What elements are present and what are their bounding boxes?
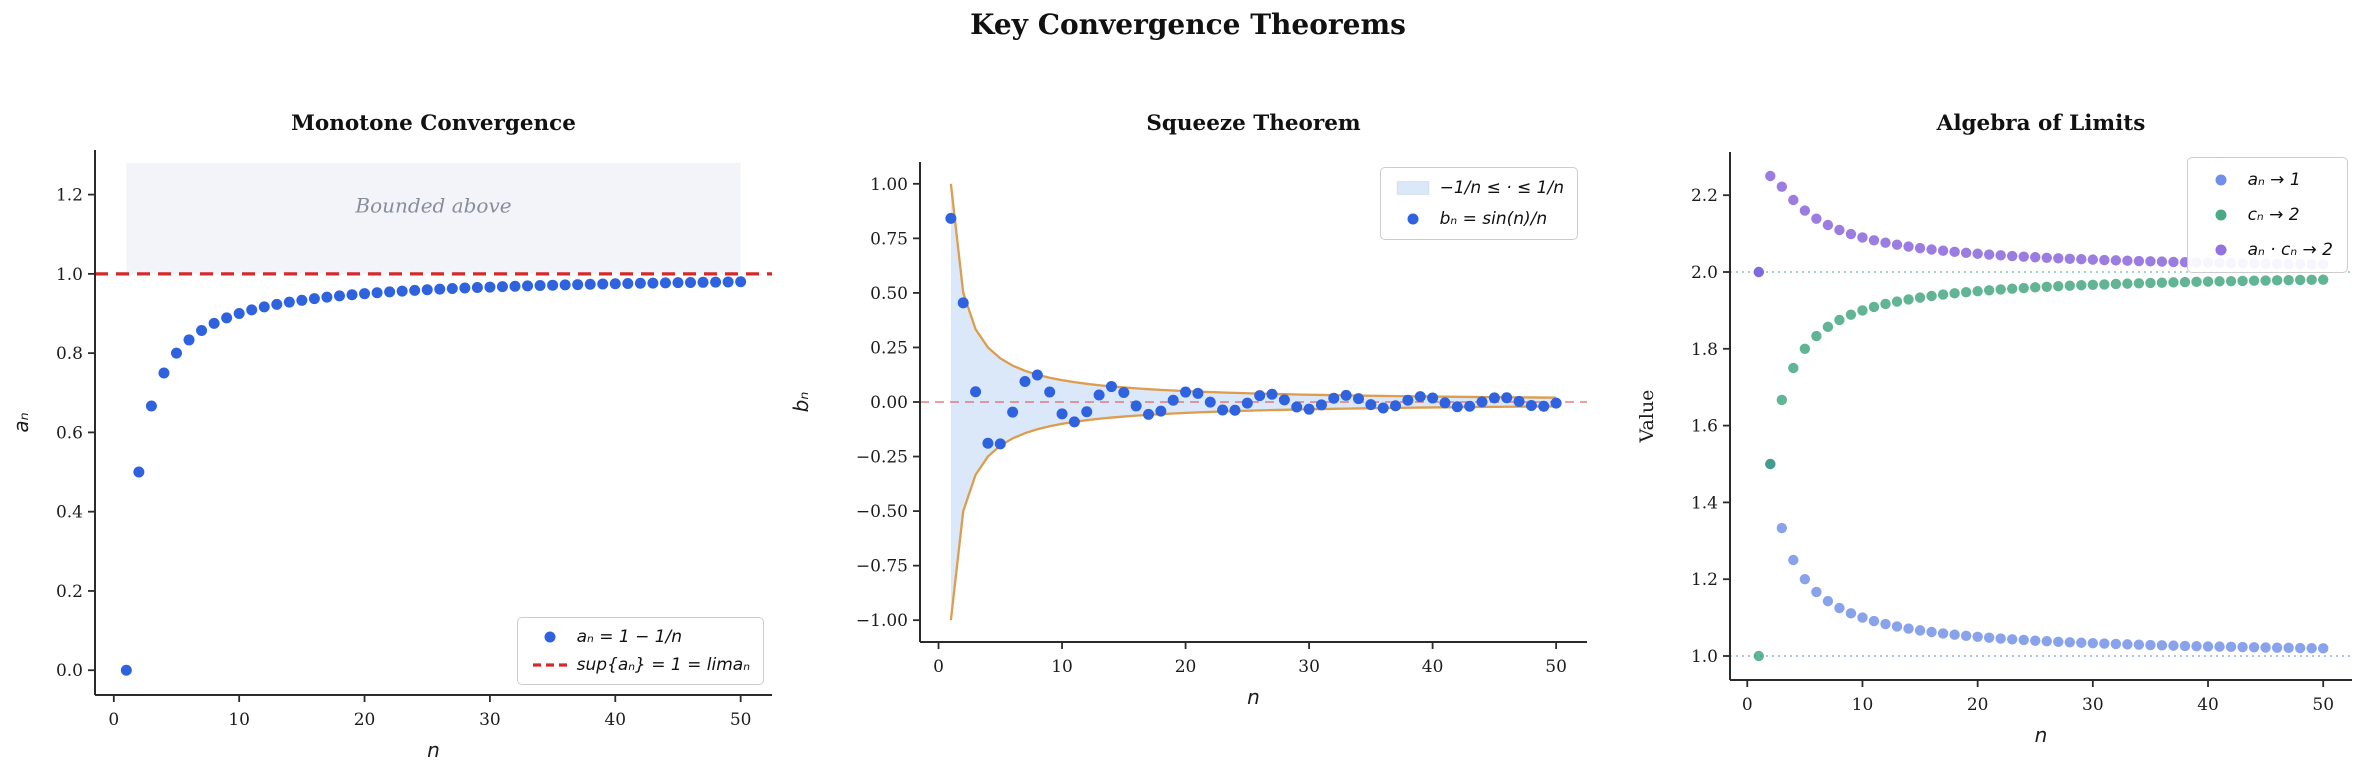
legend-item: cₙ → 2 [2202,205,2333,225]
legend-item: sup{aₙ} = 1 = limaₙ [531,655,750,675]
svg-text:0: 0 [108,710,119,730]
legend-patch-swatch [1394,179,1432,197]
subplot-algebra-of-limits: 0 10 20 30 40 50 1.0 1.2 1.4 1.6 1.8 2.0 2.2 n Value A… [1588,85,2376,775]
legend-item-label: sup{aₙ} = 1 = limaₙ [576,655,750,675]
svg-text:10: 10 [1852,695,1874,715]
scatter-series-c-n-2 [1753,274,2329,662]
svg-text:20: 20 [1175,657,1197,677]
svg-text:1.0: 1.0 [56,265,83,285]
figure-title: Key Convergence Theorems [970,8,1406,41]
svg-text:10: 10 [1051,657,1073,677]
svg-text:50: 50 [730,710,752,730]
x-tick-labels: 0 10 20 30 40 50 [933,642,1567,677]
y-tick-labels: 1.00 0.75 0.50 0.25 0.00 −0.25 −0.50 −0.75 −1.00 [856,175,920,631]
svg-text:0.25: 0.25 [870,338,908,358]
svg-text:0.0: 0.0 [56,661,83,681]
svg-text:30: 30 [1298,657,1320,677]
legend-dot-swatch [2202,241,2240,259]
legend-item: −1/n ≤ · ≤ 1/n [1394,178,1564,198]
lower-envelope-curve [949,405,1557,621]
svg-text:1.0: 1.0 [1691,647,1718,667]
legend-item: aₙ = 1 − 1/n [531,627,750,647]
legend-squeeze: −1/n ≤ · ≤ 1/n bₙ = sin(n)/n [1379,167,1578,240]
svg-text:20: 20 [1967,695,1989,715]
svg-text:0.6: 0.6 [56,423,83,443]
subplot-squeeze-theorem: 0 10 20 30 40 50 1.00 0.75 0.50 0.25 0.00 −0.25 −0.5… [790,85,1588,775]
svg-text:1.2: 1.2 [1691,570,1718,590]
svg-text:20: 20 [354,710,376,730]
subplot-title-monotone: Monotone Convergence [291,111,576,136]
x-axis-label: n [427,738,440,762]
legend-item: bₙ = sin(n)/n [1394,209,1564,229]
x-tick-labels: 0 10 20 30 40 50 [108,695,751,730]
svg-text:−0.75: −0.75 [856,557,908,577]
svg-text:1.6: 1.6 [1691,417,1718,437]
svg-text:2.0: 2.0 [1691,263,1718,283]
legend-item: aₙ → 1 [2202,170,2333,190]
svg-text:0.00: 0.00 [870,393,908,413]
x-axis-label: n [1247,685,1260,709]
svg-text:−0.50: −0.50 [856,502,908,522]
legend-monotone: aₙ = 1 − 1/n sup{aₙ} = 1 = limaₙ [516,617,764,685]
legend-item-label: aₙ · cₙ → 2 [2247,240,2333,260]
svg-text:0.75: 0.75 [870,229,908,249]
y-tick-labels: 0.0 0.2 0.4 0.6 0.8 1.0 1.2 [56,186,95,681]
subplot-monotone-convergence: 0 10 20 30 40 50 0.0 0.2 0.4 0.6 0.8 1.0 1.2 Bounded … [0,85,790,775]
svg-text:0.50: 0.50 [870,284,908,304]
scatter-series-b-n-sin-n-n [945,212,1562,450]
svg-text:0: 0 [933,657,944,677]
legend-item-label: bₙ = sin(n)/n [1439,209,1548,229]
svg-text:0.4: 0.4 [56,503,83,523]
y-axis-label: bₙ [790,392,813,413]
legend-item-label: −1/n ≤ · ≤ 1/n [1439,178,1564,198]
svg-text:1.4: 1.4 [1691,493,1718,513]
legend-dot-swatch [2202,206,2240,224]
upper-envelope-curve [949,183,1557,399]
subplot-title-algebra: Algebra of Limits [1936,111,2146,136]
legend-item-label: cₙ → 2 [2247,205,2300,225]
svg-text:−0.25: −0.25 [856,448,908,468]
bounded-above-annotation: Bounded above [354,193,511,217]
svg-text:50: 50 [1545,657,1567,677]
svg-text:40: 40 [1422,657,1444,677]
svg-text:0.8: 0.8 [56,344,83,364]
svg-text:1.2: 1.2 [56,186,83,206]
scatter-series-a-n-1-1-n [120,276,747,676]
svg-text:40: 40 [604,710,626,730]
algebra-of-limits-plot-canvas: 0 10 20 30 40 50 1.0 1.2 1.4 1.6 1.8 2.0 2.2 n Value [1636,152,2352,747]
x-tick-labels: 0 10 20 30 40 50 [1742,680,2334,715]
svg-text:1.8: 1.8 [1691,340,1718,360]
subplot-title-squeeze: Squeeze Theorem [1146,111,1361,136]
svg-text:−1.00: −1.00 [856,611,908,631]
legend-item-label: aₙ → 1 [2247,170,2301,190]
svg-text:2.2: 2.2 [1691,186,1718,206]
legend-item-label: aₙ = 1 − 1/n [576,627,683,647]
svg-text:0.2: 0.2 [56,582,83,602]
legend-dashes-swatch [531,656,569,674]
y-axis-label: aₙ [9,412,33,432]
bounded-region [126,162,741,274]
legend-dot-swatch [2202,171,2240,189]
svg-text:0: 0 [1742,695,1753,715]
y-axis-label: Value [1636,390,1658,444]
legend-dot-swatch [1394,210,1432,228]
squeeze-theorem-plot-canvas: 0 10 20 30 40 50 1.00 0.75 0.50 0.25 0.00 −0.25 −0.5… [790,162,1587,709]
monotone-convergence-plot-canvas: 0 10 20 30 40 50 0.0 0.2 0.4 0.6 0.8 1.0 1.2 Bounded … [9,150,772,762]
svg-text:40: 40 [2197,695,2219,715]
svg-text:1.00: 1.00 [870,175,908,195]
x-axis-label: n [2035,723,2048,747]
y-tick-labels: 1.0 1.2 1.4 1.6 1.8 2.0 2.2 [1691,186,1730,667]
svg-text:10: 10 [228,710,250,730]
legend-algebra: aₙ → 1 cₙ → 2 aₙ · cₙ → 2 [2186,157,2348,273]
svg-text:30: 30 [479,710,501,730]
legend-dot-swatch [531,628,569,646]
scatter-series-a-n-1 [1753,266,2329,654]
legend-item: aₙ · cₙ → 2 [2202,240,2333,260]
svg-text:30: 30 [2082,695,2104,715]
svg-text:50: 50 [2312,695,2334,715]
